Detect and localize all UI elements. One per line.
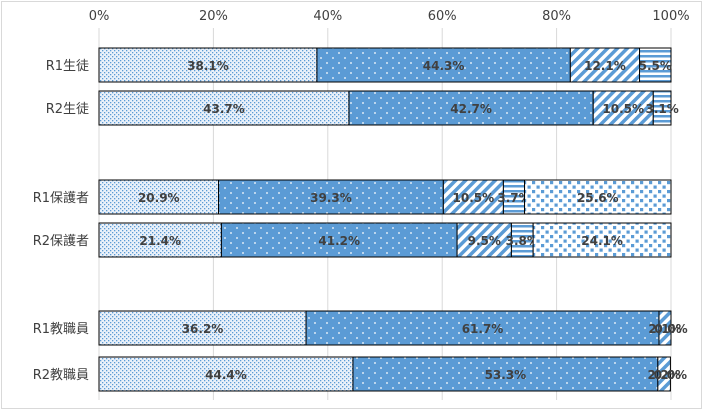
bar-segment [220,222,458,258]
bar-segment [524,179,672,215]
bar-segment [98,90,350,126]
data-label: 2.1% [648,322,681,336]
data-label: 5.5% [639,59,672,73]
row-label: R1保護者 [33,190,89,206]
bar-segment [218,179,444,215]
bar-segment [658,310,672,346]
data-label: 38.1% [187,59,229,73]
x-tick-label: 40% [313,9,342,24]
data-label: 25.6% [577,191,619,205]
data-label: 44.4% [205,368,247,382]
bar-segment [98,179,220,215]
bar-segment [305,310,660,346]
data-label: 3.8% [506,234,539,248]
data-label: 39.3% [310,191,352,205]
bar-segment [652,90,672,126]
x-axis-ticks: 0% 20% 40% 60% 80% 100% [89,9,690,24]
data-label: 53.3% [485,368,527,382]
row-label: R2保護者 [33,233,89,249]
data-label: 10.5% [602,102,644,116]
data-label: 36.2% [182,322,224,336]
bar-segment [532,222,672,258]
bar-segment [569,47,641,83]
data-label: 12.1% [584,59,626,73]
data-label: 0.0% [654,322,687,336]
data-label: 9.5% [468,234,501,248]
bar-segment [657,356,671,392]
row-labels: R1生徒 R2生徒 R1保護者 R2保護者 R1教職員 R2教職員 [33,59,89,383]
x-tick-label: 60% [428,9,457,24]
data-label: 44.3% [423,59,465,73]
data-label: 24.1% [581,234,623,248]
row-label: R1生徒 [46,59,89,74]
x-tick-label: 100% [652,9,689,24]
data-label: 3.7% [497,191,530,205]
data-label: 21.4% [139,234,181,248]
bar-segment [98,356,354,392]
bar-segment [98,47,318,83]
bars: 38.1% 44.3% 12.1% 5.5%43.7% 42.7% 10.5% 3.1%20… [98,47,688,392]
bar-segment [456,222,512,258]
row-label: R1教職員 [33,321,89,337]
x-tick-label: 20% [199,9,228,24]
x-tick-label: 80% [542,9,571,24]
data-label: 10.5% [453,191,495,205]
bar-segment [316,47,571,83]
data-label: 2.2% [647,368,680,382]
data-label: 0.0% [654,368,687,382]
row-label: R2生徒 [46,102,89,117]
x-tick-label: 0% [89,9,110,24]
data-label: 42.7% [450,102,492,116]
bar-segment [592,90,654,126]
bar-segment [442,179,504,215]
data-label: 41.2% [318,234,360,248]
data-label: 3.1% [645,102,678,116]
bar-segment [639,47,672,83]
data-label: 43.7% [203,102,245,116]
data-label: 20.9% [138,191,180,205]
data-label: 61.7% [462,322,504,336]
chart-frame [1,1,702,409]
row-label: R2教職員 [33,367,89,383]
